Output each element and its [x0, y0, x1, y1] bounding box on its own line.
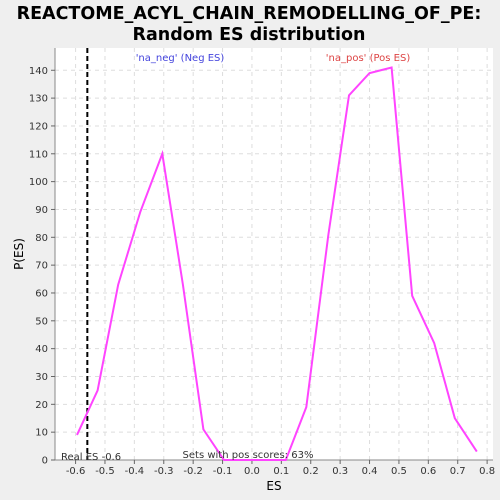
pos-scores-label: Sets with pos scores: 63%: [183, 450, 314, 461]
y-tick-label: 0: [42, 456, 48, 467]
x-tick-label: 0.5: [391, 466, 407, 477]
y-ticks: 0 10 20 30 40 50 60 70 80 90 100 110 120 130 140: [29, 66, 55, 467]
y-tick-label: 120: [29, 121, 48, 132]
x-tick-label: 0.8: [479, 466, 495, 477]
x-tick-label: 0.1: [273, 466, 289, 477]
y-axis-label: P(ES): [12, 238, 26, 270]
x-tick-label: -0.4: [125, 466, 145, 477]
x-tick-label: -0.1: [213, 466, 233, 477]
distribution-series-line: [76, 66, 478, 461]
y-tick-label: 70: [35, 261, 48, 272]
y-tick-label: 130: [29, 94, 48, 105]
x-tick-label: 0.3: [332, 466, 348, 477]
x-tick-label: -0.6: [66, 466, 86, 477]
y-tick-label: 10: [35, 428, 48, 439]
y-tick-label: 40: [35, 344, 48, 355]
legend-neg-es: 'na_neg' (Neg ES): [136, 53, 225, 64]
y-tick-label: 30: [35, 372, 48, 383]
x-tick-label: -0.5: [95, 466, 115, 477]
y-tick-label: 60: [35, 288, 48, 299]
plot-area: [55, 48, 493, 460]
y-tick-label: 50: [35, 316, 48, 327]
x-ticks: -0.6 -0.5 -0.4 -0.3 -0.2 -0.1 0.0 0.1 0.2 0.3 0.4 0…: [66, 460, 495, 477]
x-tick-label: -0.3: [154, 466, 174, 477]
chart-title-line2: Random ES distribution: [132, 25, 365, 45]
x-tick-label: -0.2: [183, 466, 203, 477]
x-axis-label: ES: [266, 479, 281, 493]
x-tick-label: 0.4: [362, 466, 378, 477]
y-tick-label: 110: [29, 149, 48, 160]
y-tick-label: 100: [29, 177, 48, 188]
y-tick-label: 140: [29, 66, 48, 77]
real-es-label: Real ES -0.6: [61, 452, 121, 463]
y-tick-label: 80: [35, 233, 48, 244]
legend-pos-es: 'na_pos' (Pos ES): [326, 53, 411, 64]
grid-lines: [55, 48, 493, 461]
y-tick-label: 20: [35, 400, 48, 411]
x-tick-label: 0.7: [450, 466, 466, 477]
y-tick-label: 90: [35, 205, 48, 216]
x-tick-label: 0.6: [420, 466, 436, 477]
x-tick-label: 0.0: [244, 466, 260, 477]
chart-title-line1: REACTOME_ACYL_CHAIN_REMODELLING_OF_PE:: [17, 4, 482, 24]
x-tick-label: 0.2: [303, 466, 319, 477]
